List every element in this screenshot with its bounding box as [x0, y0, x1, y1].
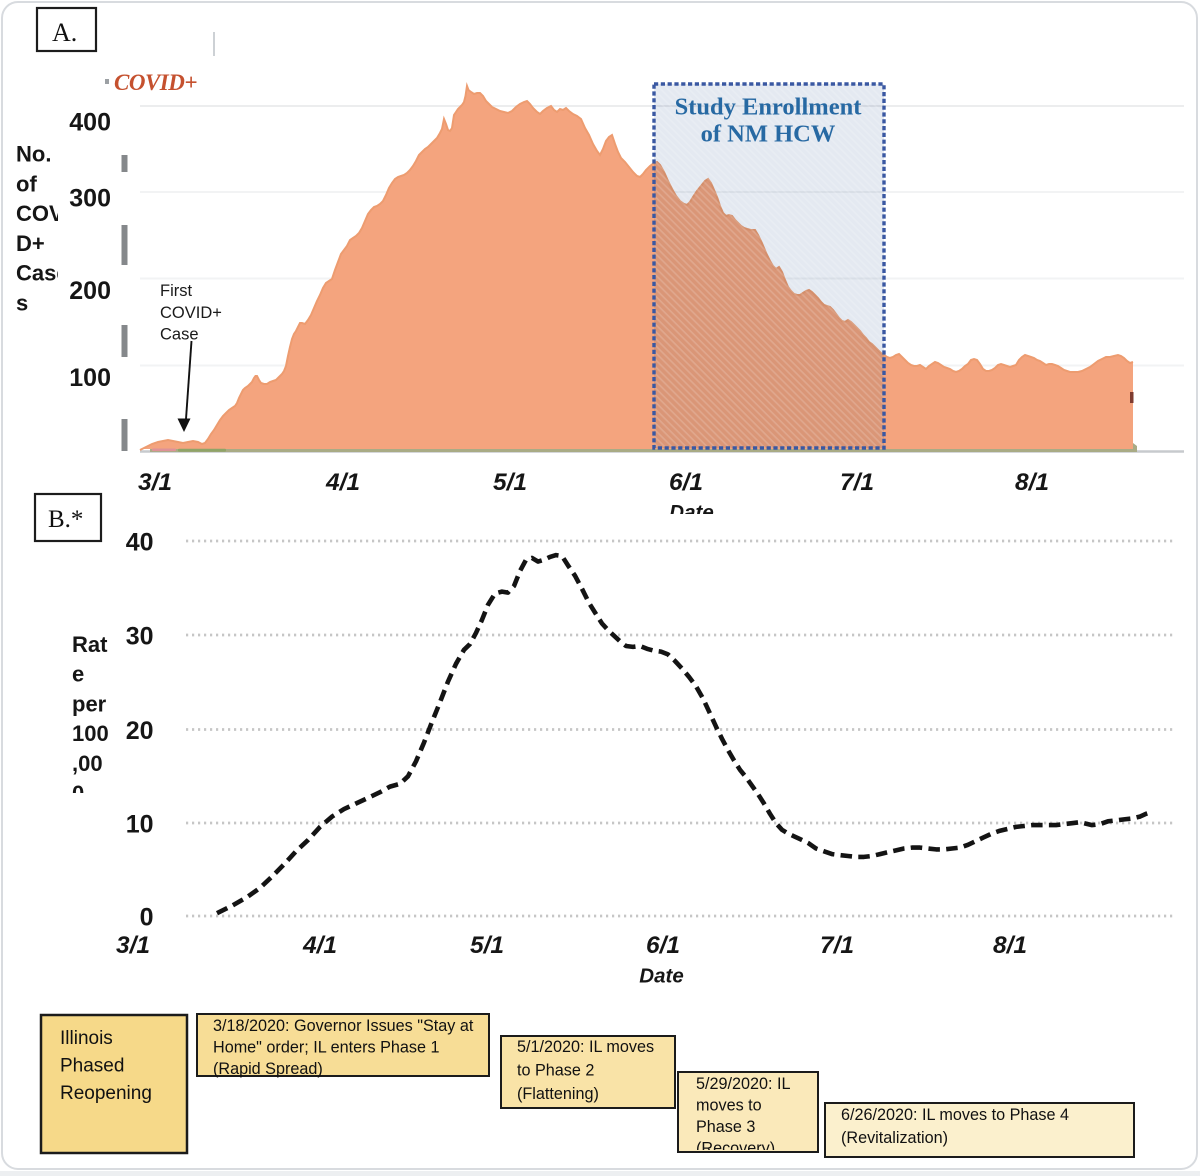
svg-text:4/1: 4/1 [325, 469, 360, 496]
svg-text:Date: Date [669, 501, 713, 524]
svg-text:200: 200 [69, 277, 111, 305]
svg-text:8/1: 8/1 [993, 932, 1027, 959]
svg-text:(Rapid Spread): (Rapid Spread) [213, 1060, 323, 1078]
svg-text:No.: No. [16, 142, 51, 167]
svg-text:(Revitalization): (Revitalization) [841, 1129, 948, 1147]
svg-text:3/1: 3/1 [138, 469, 172, 496]
svg-text:per: per [72, 691, 107, 716]
svg-text:Study Enrollment: Study Enrollment [675, 94, 863, 121]
svg-text:e: e [72, 662, 84, 687]
svg-text:Phased: Phased [60, 1056, 124, 1077]
svg-text:3/18/2020: Governor Issues "St: 3/18/2020: Governor Issues "Stay at [213, 1017, 474, 1035]
svg-text:A.: A. [52, 18, 77, 47]
svg-text:30: 30 [126, 623, 154, 651]
svg-text:5/29/2020: IL: 5/29/2020: IL [696, 1075, 791, 1093]
svg-text:s: s [16, 291, 28, 316]
svg-text:5/1: 5/1 [470, 932, 504, 959]
svg-text:Case: Case [160, 326, 199, 344]
svg-text:First: First [160, 282, 192, 300]
svg-text:400: 400 [69, 109, 111, 137]
svg-text:40: 40 [126, 529, 154, 557]
svg-text:10: 10 [126, 811, 154, 839]
svg-text:5/1/2020: IL moves: 5/1/2020: IL moves [517, 1038, 654, 1056]
svg-text:Date: Date [639, 965, 683, 988]
svg-text:300: 300 [69, 185, 111, 213]
svg-text:COVID+: COVID+ [114, 70, 197, 95]
svg-text:of NM HCW: of NM HCW [701, 121, 836, 148]
svg-text:to Phase 2: to Phase 2 [517, 1062, 594, 1080]
svg-text:0: 0 [72, 781, 84, 806]
svg-text:Rat: Rat [72, 632, 108, 657]
svg-text:5/1: 5/1 [493, 469, 527, 496]
svg-text:Case: Case [16, 261, 69, 286]
svg-text:8/1: 8/1 [1015, 469, 1049, 496]
svg-text:D+: D+ [16, 231, 45, 256]
svg-text:Home" order; IL enters Phase 1: Home" order; IL enters Phase 1 [213, 1039, 440, 1057]
svg-text:,00: ,00 [72, 751, 103, 776]
svg-text:100: 100 [69, 364, 111, 392]
svg-text:6/1: 6/1 [646, 932, 680, 959]
svg-text:(Flattening): (Flattening) [517, 1085, 599, 1103]
svg-text:Phase 3: Phase 3 [696, 1118, 755, 1136]
svg-text:COVID+: COVID+ [160, 304, 222, 322]
svg-text:7/1: 7/1 [840, 469, 874, 496]
svg-text:Illinois: Illinois [60, 1028, 113, 1049]
svg-text:(Recovery): (Recovery) [696, 1140, 775, 1158]
svg-text:COVI: COVI [16, 201, 70, 226]
svg-text:moves to: moves to [696, 1097, 762, 1115]
svg-text:7/1: 7/1 [820, 932, 854, 959]
svg-text:3/1: 3/1 [116, 932, 150, 959]
svg-text:6/1: 6/1 [669, 469, 703, 496]
svg-text:4/1: 4/1 [302, 932, 337, 959]
svg-text:0: 0 [140, 904, 154, 932]
svg-text:B.*: B.* [48, 506, 83, 533]
svg-text:of: of [16, 171, 37, 196]
svg-text:100: 100 [72, 721, 109, 746]
svg-text:20: 20 [126, 717, 154, 745]
svg-text:Reopening: Reopening [60, 1083, 152, 1104]
svg-text:6/26/2020: IL moves to Phase 4: 6/26/2020: IL moves to Phase 4 [841, 1106, 1069, 1124]
